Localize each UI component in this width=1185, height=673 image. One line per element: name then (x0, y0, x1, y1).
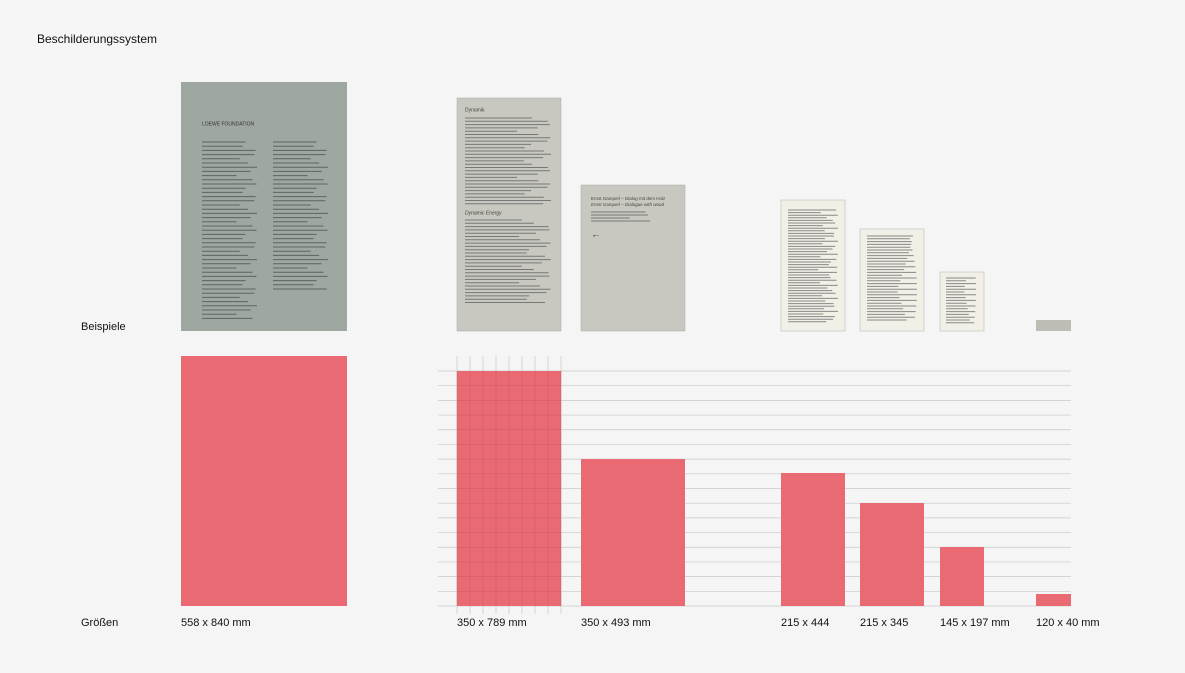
size-block (581, 459, 685, 606)
size-label: 350 x 789 mm (457, 617, 527, 629)
sign-text: Dynamic Energy (465, 210, 502, 216)
sign-text: LOEWE FOUNDATION (202, 121, 255, 127)
sign-text: Ernst Gamperl – Dialog mit dem Holz (591, 196, 666, 201)
size-block (181, 356, 347, 606)
size-label: 215 x 345 (860, 617, 908, 629)
sign-example (1036, 320, 1071, 331)
sign-example (939, 271, 985, 332)
text-lines (202, 117, 976, 324)
size-label: 145 x 197 mm (940, 617, 1010, 629)
sign-text: Ernst Gamperl – Dialogue with wood (591, 202, 665, 207)
size-block (940, 547, 984, 606)
size-label: 120 x 40 mm (1036, 617, 1100, 629)
size-block (860, 503, 924, 606)
title: Beschilderungssystem (37, 32, 157, 46)
row-label: Größen (81, 617, 118, 629)
size-label: 558 x 840 mm (181, 617, 251, 629)
sign-arrow: ← (591, 230, 601, 241)
grid-overlay (456, 371, 562, 606)
sign-example (580, 184, 686, 332)
size-label: 350 x 493 mm (581, 617, 651, 629)
size-label: 215 x 444 (781, 617, 829, 629)
sign-text: Dynamik (465, 107, 485, 113)
size-block (1036, 594, 1071, 606)
size-block (781, 473, 845, 606)
row-label: Beispiele (81, 321, 126, 333)
